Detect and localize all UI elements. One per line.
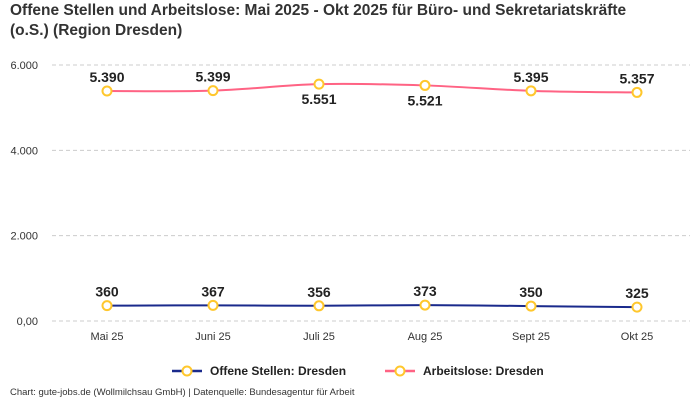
data-point-marker bbox=[525, 85, 537, 97]
legend-marker bbox=[181, 365, 193, 377]
data-label: 356 bbox=[307, 284, 331, 300]
data-label: 5.390 bbox=[89, 69, 124, 85]
data-point-marker bbox=[313, 78, 325, 90]
data-label: 5.521 bbox=[407, 92, 442, 108]
y-tick-label: 0,00 bbox=[17, 316, 38, 328]
data-point-marker bbox=[101, 300, 113, 312]
data-point-marker bbox=[207, 85, 219, 97]
data-label: 5.399 bbox=[195, 69, 230, 85]
data-label: 360 bbox=[95, 284, 119, 300]
x-tick-label: Aug 25 bbox=[408, 331, 443, 343]
chart-source-footer: Chart: gute-jobs.de (Wollmilchsau GmbH) … bbox=[10, 387, 355, 398]
data-label: 325 bbox=[625, 285, 649, 301]
data-label: 5.395 bbox=[513, 69, 548, 85]
data-point-marker bbox=[631, 86, 643, 98]
series-line-0 bbox=[106, 304, 638, 309]
data-point-marker bbox=[419, 299, 431, 311]
series-line-1 bbox=[106, 82, 638, 94]
data-point-marker bbox=[207, 299, 219, 311]
x-tick-label: Sept 25 bbox=[512, 331, 550, 343]
x-tick-label: Juni 25 bbox=[195, 331, 230, 343]
data-label: 5.357 bbox=[619, 70, 654, 86]
data-point-marker bbox=[419, 79, 431, 91]
data-point-marker bbox=[101, 85, 113, 97]
data-label: 5.551 bbox=[301, 91, 336, 107]
legend-marker bbox=[394, 365, 406, 377]
data-label: 373 bbox=[413, 283, 437, 299]
x-tick-label: Mai 25 bbox=[90, 331, 123, 343]
data-point-marker bbox=[525, 300, 537, 312]
x-tick-label: Juli 25 bbox=[303, 331, 335, 343]
y-tick-label: 4.000 bbox=[10, 145, 38, 157]
chart-title: Offene Stellen und Arbeitslose: Mai 2025… bbox=[10, 2, 627, 39]
y-tick-label: 2.000 bbox=[10, 231, 38, 243]
y-tick-label: 6.000 bbox=[10, 60, 38, 72]
data-label: 350 bbox=[519, 284, 543, 300]
x-tick-label: Okt 25 bbox=[621, 331, 653, 343]
legend-label: Arbeitslose: Dresden bbox=[423, 364, 544, 378]
data-label: 367 bbox=[201, 283, 225, 299]
legend-label: Offene Stellen: Dresden bbox=[210, 364, 346, 378]
data-point-marker bbox=[631, 301, 643, 313]
data-point-marker bbox=[313, 300, 325, 312]
